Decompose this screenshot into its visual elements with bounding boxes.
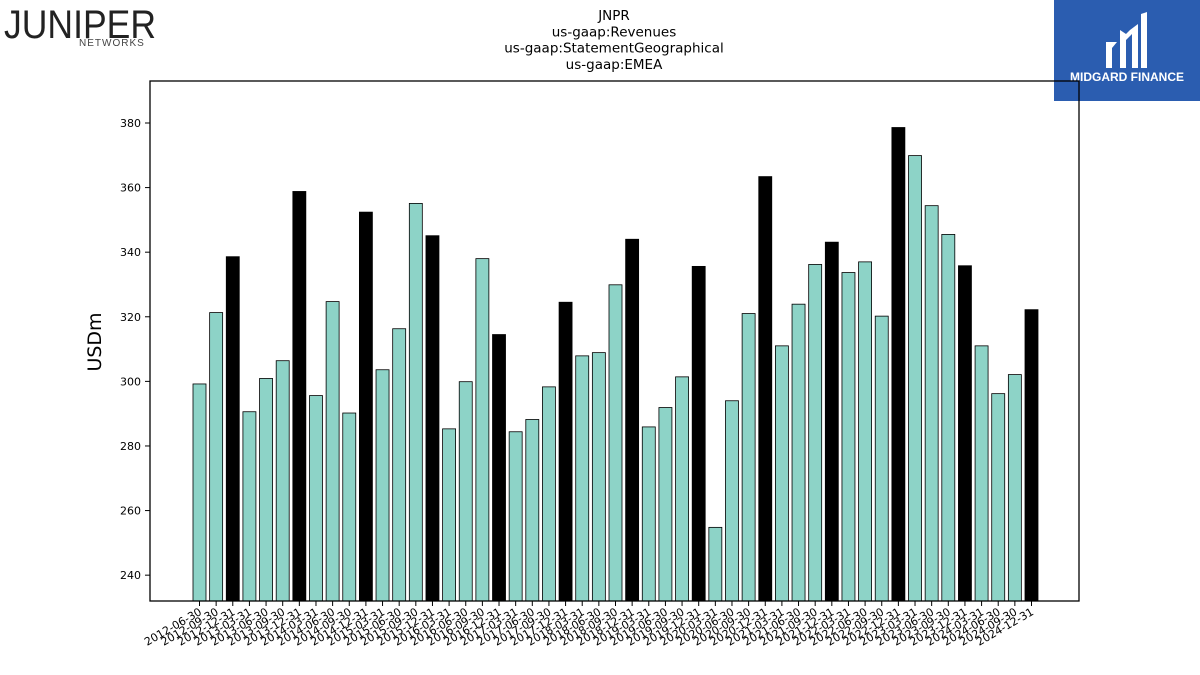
bar-2015-12-31 — [425, 235, 440, 602]
bar-2014-03-31 — [309, 395, 323, 602]
bar-2023-12-31 — [958, 265, 972, 602]
bar-2022-03-31 — [841, 272, 856, 602]
bar-2018-12-31 — [625, 238, 640, 602]
bar-2014-12-31 — [358, 211, 373, 602]
midgard-emblem-icon — [1106, 12, 1147, 68]
plot-frame — [149, 80, 1080, 602]
bar-2017-09-30 — [542, 386, 556, 602]
bar-2023-06-30 — [924, 205, 939, 602]
bar-2019-12-31 — [691, 265, 706, 602]
juniper-logo: JUNIPER NETWORKS — [0, 0, 170, 55]
bar-2013-09-30 — [275, 360, 290, 602]
juniper-wordmark: JUNIPER — [4, 3, 156, 47]
y-tick-label: 320 — [120, 311, 141, 324]
chart-title-block: JNPRus-gaap:Revenuesus-gaap:StatementGeo… — [504, 8, 723, 73]
bar-2024-06-30 — [991, 393, 1006, 602]
y-tick-label: 260 — [120, 505, 141, 518]
bar-2014-06-30 — [325, 301, 340, 602]
y-tick-label: 340 — [120, 246, 141, 259]
bar-2022-06-30 — [858, 261, 872, 602]
bar-2013-06-30 — [259, 378, 273, 602]
bar-2021-03-31 — [775, 345, 789, 602]
chart-title-line: us-gaap:Revenues — [552, 24, 677, 40]
y-tick-label: 280 — [120, 440, 141, 453]
bar-2014-09-30 — [342, 412, 357, 602]
x-axis: 2012-06-302012-09-302012-12-312013-03-31… — [142, 601, 1036, 649]
bar-2019-03-31 — [641, 426, 656, 602]
bar-2018-03-31 — [575, 355, 590, 602]
y-tick-label: 300 — [120, 375, 141, 388]
bar-2019-09-30 — [675, 376, 689, 602]
bar-2022-09-30 — [874, 315, 889, 602]
bar-2024-03-31 — [974, 345, 989, 602]
bar-2020-09-30 — [741, 313, 756, 602]
bar-2020-12-31 — [758, 176, 773, 602]
chart-title-line: us-gaap:StatementGeographical — [504, 41, 723, 57]
bar-2017-06-30 — [525, 419, 540, 602]
y-tick-label: 360 — [120, 182, 141, 195]
bar-2017-03-31 — [508, 431, 523, 602]
bar-2016-03-31 — [442, 428, 457, 602]
bars-group — [192, 127, 1039, 602]
y-axis-label: USDm — [84, 312, 106, 371]
bar-2012-09-30 — [209, 312, 224, 602]
bar-2016-09-30 — [475, 258, 490, 602]
bar-2021-06-30 — [791, 303, 806, 602]
bar-2024-12-31 — [1024, 309, 1039, 602]
bar-2015-06-30 — [392, 328, 407, 602]
y-tick-label: 240 — [120, 569, 141, 582]
bar-2024-09-30 — [1007, 374, 1022, 602]
bar-2017-12-31 — [558, 301, 573, 602]
bar-2022-12-31 — [891, 127, 906, 602]
bar-2015-09-30 — [408, 203, 423, 602]
bar-2023-09-30 — [941, 234, 956, 602]
bar-2012-06-30 — [192, 383, 207, 602]
bar-2019-06-30 — [658, 407, 673, 602]
bar-2012-12-31 — [225, 256, 240, 602]
y-axis: 240 260 280 300 320 340 360 380 — [120, 117, 150, 582]
juniper-subtext: NETWORKS — [79, 38, 145, 49]
bar-2016-06-30 — [458, 381, 473, 602]
midgard-wordmark: MIDGARD FINANCE — [1070, 70, 1184, 84]
bar-2020-03-31 — [708, 526, 723, 602]
bar-2018-09-30 — [608, 284, 623, 602]
midgard-finance-logo: MIDGARD FINANCE — [1054, 0, 1200, 101]
bar-2015-03-31 — [375, 369, 390, 602]
bar-2020-06-30 — [725, 400, 739, 602]
bar-2013-03-31 — [242, 411, 257, 602]
bar-2023-03-31 — [908, 155, 922, 602]
y-tick-label: 380 — [120, 117, 141, 130]
bar-2013-12-31 — [292, 191, 307, 602]
chart-title-line: JNPR — [597, 8, 630, 24]
bar-2018-06-30 — [591, 352, 606, 602]
chart-title-line: us-gaap:EMEA — [566, 57, 663, 73]
bar-2016-12-31 — [492, 334, 506, 602]
bar-2021-12-31 — [824, 241, 839, 602]
bar-2021-09-30 — [808, 264, 823, 602]
